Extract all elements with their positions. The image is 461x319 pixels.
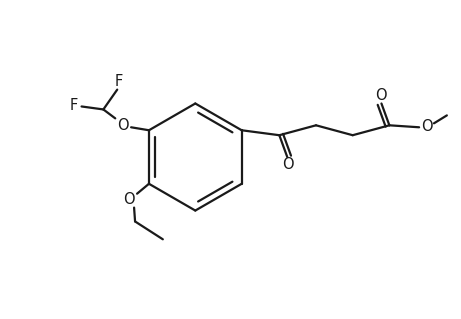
- Text: O: O: [375, 88, 386, 103]
- Text: F: F: [115, 74, 124, 89]
- Text: O: O: [123, 192, 135, 207]
- Text: F: F: [70, 98, 78, 113]
- Text: O: O: [283, 158, 294, 173]
- Text: O: O: [118, 118, 129, 133]
- Text: O: O: [421, 119, 433, 134]
